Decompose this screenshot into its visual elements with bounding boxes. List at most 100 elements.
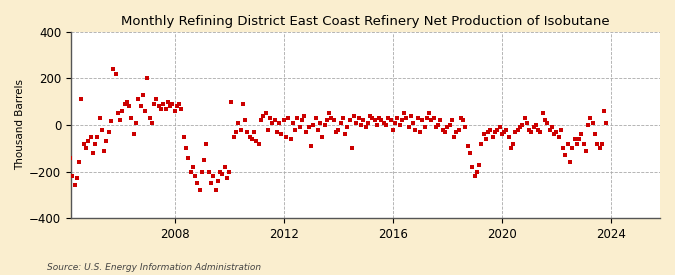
Point bbox=[504, 134, 514, 139]
Point bbox=[454, 127, 464, 132]
Point bbox=[564, 160, 575, 164]
Point bbox=[156, 106, 167, 111]
Point bbox=[83, 139, 94, 144]
Point bbox=[122, 100, 132, 104]
Point bbox=[594, 146, 605, 150]
Point bbox=[421, 116, 432, 120]
Point bbox=[290, 127, 300, 132]
Point bbox=[224, 169, 235, 174]
Point bbox=[542, 120, 553, 125]
Point bbox=[80, 146, 91, 150]
Point bbox=[556, 127, 566, 132]
Point bbox=[240, 118, 250, 123]
Point bbox=[374, 116, 385, 120]
Point bbox=[288, 120, 298, 125]
Point bbox=[392, 116, 403, 120]
Point bbox=[85, 134, 96, 139]
Point bbox=[283, 116, 294, 120]
Point bbox=[387, 127, 398, 132]
Point bbox=[335, 120, 346, 125]
Point bbox=[389, 120, 400, 125]
Point bbox=[173, 102, 184, 106]
Point bbox=[228, 134, 239, 139]
Point bbox=[526, 130, 537, 134]
Point bbox=[417, 118, 428, 123]
Point bbox=[153, 104, 164, 109]
Point bbox=[585, 116, 596, 120]
Point bbox=[165, 104, 176, 109]
Point bbox=[244, 134, 255, 139]
Point bbox=[394, 123, 405, 127]
Point bbox=[144, 116, 155, 120]
Point bbox=[190, 174, 200, 178]
Point bbox=[597, 141, 608, 146]
Point bbox=[301, 130, 312, 134]
Point bbox=[135, 104, 146, 109]
Point bbox=[271, 130, 282, 134]
Point bbox=[148, 102, 159, 106]
Point bbox=[78, 141, 89, 146]
Point bbox=[435, 118, 446, 123]
Point bbox=[313, 127, 323, 132]
Point bbox=[351, 120, 362, 125]
Point bbox=[331, 130, 342, 134]
Point bbox=[371, 123, 382, 127]
Point bbox=[203, 169, 214, 174]
Point bbox=[101, 139, 112, 144]
Point bbox=[178, 134, 189, 139]
Point bbox=[65, 155, 76, 160]
Point bbox=[72, 176, 82, 181]
Y-axis label: Thousand Barrels: Thousand Barrels bbox=[15, 79, 25, 170]
Point bbox=[119, 102, 130, 106]
Point bbox=[460, 125, 471, 130]
Text: Source: U.S. Energy Information Administration: Source: U.S. Energy Information Administ… bbox=[47, 263, 261, 272]
Point bbox=[442, 125, 453, 130]
Point bbox=[194, 188, 205, 192]
Point bbox=[281, 134, 292, 139]
Point bbox=[321, 118, 332, 123]
Point bbox=[292, 116, 302, 120]
Point bbox=[376, 118, 387, 123]
Point bbox=[569, 137, 580, 141]
Point bbox=[233, 120, 244, 125]
Point bbox=[328, 118, 339, 123]
Point bbox=[238, 102, 248, 106]
Point bbox=[210, 188, 221, 192]
Point bbox=[285, 137, 296, 141]
Point bbox=[519, 116, 530, 120]
Point bbox=[583, 123, 593, 127]
Point bbox=[105, 119, 116, 124]
Point bbox=[489, 130, 500, 134]
Point bbox=[246, 137, 257, 141]
Point bbox=[310, 116, 321, 120]
Point bbox=[574, 137, 585, 141]
Point bbox=[167, 102, 178, 106]
Point bbox=[403, 125, 414, 130]
Point bbox=[124, 104, 134, 109]
Point bbox=[580, 148, 591, 153]
Point bbox=[196, 169, 207, 174]
Point bbox=[133, 97, 144, 101]
Point bbox=[95, 116, 105, 120]
Point bbox=[253, 141, 264, 146]
Point bbox=[496, 132, 507, 136]
Point bbox=[338, 116, 348, 120]
Point bbox=[278, 118, 289, 123]
Point bbox=[92, 134, 103, 139]
Point bbox=[130, 120, 141, 125]
Point bbox=[251, 139, 262, 144]
Point bbox=[108, 67, 119, 71]
Point bbox=[315, 120, 325, 125]
Point bbox=[467, 165, 478, 169]
Point bbox=[444, 123, 455, 127]
Point bbox=[113, 111, 124, 116]
Point bbox=[578, 141, 589, 146]
Point bbox=[319, 123, 330, 127]
Point bbox=[476, 141, 487, 146]
Point bbox=[231, 130, 242, 134]
Point bbox=[140, 109, 151, 113]
Point bbox=[451, 130, 462, 134]
Point bbox=[188, 165, 198, 169]
Point bbox=[549, 132, 560, 136]
Point bbox=[396, 118, 407, 123]
